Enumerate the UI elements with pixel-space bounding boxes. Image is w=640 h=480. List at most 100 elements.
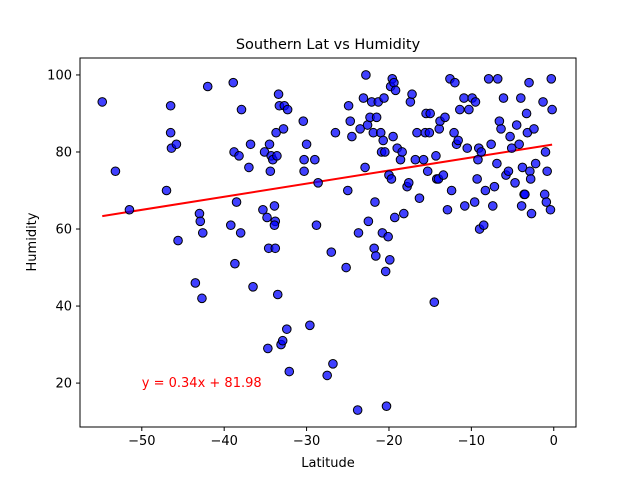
data-point bbox=[431, 151, 441, 161]
data-point bbox=[234, 151, 244, 161]
data-point bbox=[399, 208, 409, 219]
data-point bbox=[418, 154, 429, 165]
data-point bbox=[165, 100, 176, 111]
data-point bbox=[310, 154, 320, 165]
data-point bbox=[386, 174, 397, 184]
data-point bbox=[378, 135, 389, 146]
data-point bbox=[380, 147, 390, 157]
data-point bbox=[390, 85, 401, 96]
data-point bbox=[278, 124, 289, 134]
data-point bbox=[403, 178, 414, 188]
x-tick-label: 0 bbox=[550, 434, 558, 449]
data-point bbox=[407, 89, 417, 100]
data-point bbox=[343, 100, 354, 111]
data-point bbox=[459, 93, 469, 103]
data-point bbox=[478, 220, 489, 230]
data-point bbox=[225, 220, 236, 230]
data-point bbox=[272, 151, 282, 161]
x-tick-label: −20 bbox=[375, 434, 402, 449]
data-point bbox=[245, 139, 256, 150]
data-point bbox=[353, 228, 364, 238]
data-point bbox=[453, 135, 463, 146]
data-point bbox=[459, 201, 470, 211]
y-tick-label: 80 bbox=[55, 145, 72, 160]
data-point bbox=[381, 401, 392, 412]
data-point bbox=[301, 139, 312, 150]
data-point bbox=[395, 154, 406, 165]
data-point bbox=[363, 216, 374, 227]
data-point bbox=[370, 197, 380, 207]
data-point bbox=[197, 293, 207, 304]
data-point bbox=[424, 127, 435, 138]
data-point bbox=[494, 116, 505, 126]
data-point bbox=[462, 143, 473, 153]
data-point bbox=[476, 147, 487, 157]
data-point bbox=[429, 297, 440, 308]
data-point bbox=[438, 170, 449, 180]
data-point bbox=[389, 77, 399, 88]
data-point bbox=[97, 97, 108, 107]
data-point bbox=[464, 104, 474, 115]
data-point bbox=[124, 204, 135, 215]
data-point bbox=[342, 185, 353, 196]
data-point bbox=[197, 228, 208, 238]
data-point bbox=[228, 77, 239, 88]
data-point bbox=[264, 139, 275, 150]
data-point bbox=[236, 104, 247, 115]
data-point bbox=[358, 93, 369, 103]
data-point bbox=[446, 185, 457, 196]
data-point bbox=[480, 185, 491, 196]
data-point bbox=[469, 197, 480, 207]
data-point bbox=[545, 204, 556, 215]
data-point bbox=[347, 131, 357, 142]
data-point bbox=[371, 112, 382, 123]
data-point bbox=[405, 97, 416, 107]
data-point bbox=[380, 266, 391, 277]
data-point bbox=[422, 166, 433, 177]
data-point bbox=[272, 289, 283, 300]
data-point bbox=[542, 166, 552, 177]
x-tick-label: −50 bbox=[128, 434, 155, 449]
data-point bbox=[269, 201, 280, 211]
data-point bbox=[265, 166, 276, 177]
data-point bbox=[510, 178, 520, 188]
data-point bbox=[282, 104, 293, 115]
data-point bbox=[442, 204, 453, 215]
y-tick-label: 40 bbox=[55, 300, 72, 315]
data-point bbox=[529, 124, 539, 134]
data-point bbox=[511, 120, 522, 130]
data-point bbox=[412, 127, 422, 138]
data-point bbox=[273, 89, 284, 100]
data-point bbox=[165, 127, 176, 138]
data-point bbox=[173, 235, 183, 246]
data-point bbox=[270, 243, 281, 254]
data-point bbox=[450, 77, 460, 88]
data-point bbox=[369, 243, 379, 254]
data-point bbox=[361, 70, 371, 80]
data-point bbox=[517, 162, 528, 173]
data-point bbox=[330, 127, 341, 138]
data-point bbox=[195, 216, 206, 227]
data-point bbox=[282, 324, 292, 334]
ticks-layer: −50 −40 −30 −20 −10 0 20 40 60 80 100 bbox=[47, 68, 558, 449]
data-point bbox=[524, 77, 534, 88]
data-point bbox=[322, 370, 332, 381]
data-point bbox=[410, 154, 421, 165]
plot-area-frame bbox=[79, 57, 577, 428]
data-point bbox=[514, 139, 524, 150]
regression-equation-label: y = 0.34x + 81.98 bbox=[142, 376, 262, 391]
data-point bbox=[379, 93, 389, 103]
data-point bbox=[539, 189, 550, 200]
data-point bbox=[492, 158, 502, 169]
data-point bbox=[299, 154, 309, 165]
data-point bbox=[521, 108, 532, 119]
y-tick-label: 60 bbox=[55, 223, 72, 238]
data-point bbox=[540, 147, 551, 157]
data-point bbox=[525, 174, 536, 184]
data-point bbox=[248, 282, 258, 292]
data-point bbox=[472, 174, 482, 184]
data-point bbox=[263, 343, 273, 354]
data-point bbox=[425, 108, 435, 119]
data-point bbox=[202, 81, 213, 92]
